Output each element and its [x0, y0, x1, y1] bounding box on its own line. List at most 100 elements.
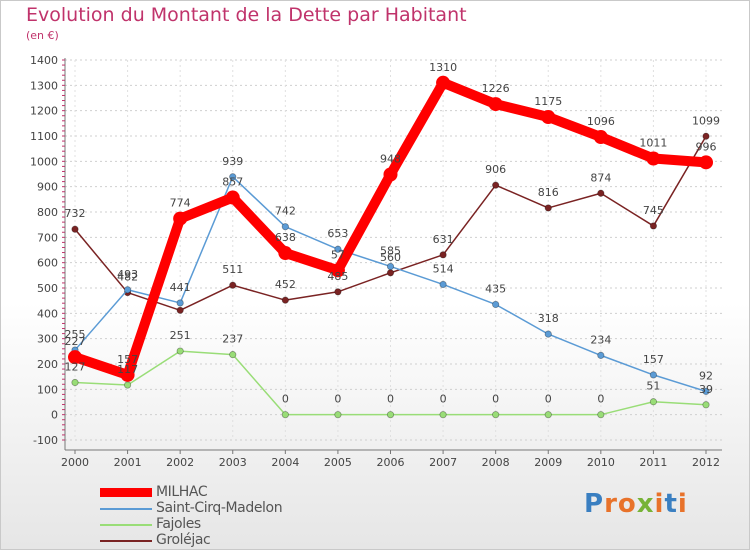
data-point-saint-cirq-madelon [439, 280, 447, 289]
data-point-grolejac [492, 181, 500, 189]
data-label-saint-cirq-madelon: 653 [327, 227, 348, 240]
axes [62, 58, 722, 454]
data-point-grolejac [439, 251, 447, 259]
data-point-fajoles [492, 411, 500, 419]
x-tick-label: 2001 [114, 456, 142, 469]
data-label-saint-cirq-madelon: 255 [65, 328, 86, 341]
data-point-milhac [593, 130, 608, 145]
data-label-saint-cirq-madelon: 234 [590, 333, 611, 346]
data-label-fajoles: 0 [440, 393, 447, 406]
legend-label-fajoles: Fajoles [156, 516, 201, 532]
y-tick-label: 1100 [30, 130, 58, 143]
y-tick-label: 1200 [30, 105, 58, 118]
data-point-saint-cirq-madelon [597, 351, 605, 359]
x-tick-label: 2004 [271, 456, 299, 469]
x-tick-labels: 2000 2001 2002 2003 2004 2005 2006 2007 2008 2009… [61, 456, 720, 469]
y-tick-label: 1300 [30, 79, 58, 92]
y-tick-label: 0 [51, 409, 58, 422]
x-tick-label: 2007 [429, 456, 457, 469]
logo-letter: r [604, 489, 618, 519]
data-label-grolejac: 745 [643, 204, 664, 217]
data-label-saint-cirq-madelon: 92 [699, 369, 713, 382]
chart-subtitle: (en €) [26, 29, 59, 42]
data-point-milhac [120, 367, 135, 382]
y-tick-label: 700 [37, 231, 58, 244]
data-label-milhac: 996 [696, 140, 717, 153]
logo-letter: o [617, 489, 637, 519]
logo-letter: t [664, 489, 678, 519]
data-point-fajoles [386, 411, 395, 419]
data-point-fajoles [439, 411, 447, 419]
data-point-milhac [383, 167, 398, 182]
data-point-grolejac [229, 281, 237, 289]
x-tick-label: 2005 [324, 456, 352, 469]
data-label-milhac: 1310 [429, 61, 457, 74]
legend-swatch-grolejac [100, 540, 152, 542]
data-label-fajoles: 127 [65, 360, 86, 373]
data-label-grolejac: 816 [538, 186, 559, 199]
data-label-milhac: 638 [275, 231, 296, 244]
data-point-grolejac [334, 288, 342, 296]
data-label-fajoles: 0 [492, 393, 499, 406]
data-label-fajoles: 39 [699, 383, 713, 396]
proxiti-logo: Proxiti [584, 489, 688, 519]
y-tick-label: 100 [37, 383, 58, 396]
data-point-fajoles [597, 411, 605, 419]
data-point-grolejac [71, 225, 79, 233]
data-label-fajoles: 51 [646, 380, 660, 393]
data-label-grolejac: 485 [327, 270, 348, 283]
data-point-grolejac [649, 222, 658, 230]
data-label-milhac: 57 [331, 248, 345, 261]
data-label-grolejac: 732 [65, 207, 86, 220]
data-point-fajoles [123, 381, 132, 389]
data-label-saint-cirq-madelon: 514 [433, 262, 454, 275]
chart-title: Evolution du Montant de la Dette par Hab… [26, 4, 467, 26]
x-tick-label: 2008 [482, 456, 510, 469]
data-label-milhac: 1011 [639, 137, 667, 150]
x-tick-label: 2003 [219, 456, 247, 469]
data-point-fajoles [71, 378, 79, 387]
data-label-milhac: 774 [170, 197, 191, 210]
logo-letter: P [584, 489, 605, 519]
x-tick-label: 2012 [692, 456, 720, 469]
data-label-milhac: 1175 [534, 95, 562, 108]
data-label-fajoles: 0 [545, 393, 552, 406]
data-label-fajoles: 251 [170, 329, 191, 342]
data-label-milhac: 227 [65, 335, 86, 348]
data-label-milhac: 157 [117, 353, 138, 366]
y-tick-label: 900 [37, 181, 58, 194]
data-point-grolejac [544, 204, 552, 212]
data-point-milhac [330, 263, 345, 278]
data-point-saint-cirq-madelon [649, 371, 658, 379]
data-label-saint-cirq-madelon: 435 [485, 282, 506, 295]
data-point-fajoles [334, 411, 342, 419]
data-point-fajoles [702, 401, 710, 409]
logo-letter: i [654, 489, 665, 519]
data-label-fajoles: 0 [597, 393, 604, 406]
data-point-milhac [436, 75, 451, 90]
data-point-milhac [68, 350, 82, 365]
data-label-fajoles: 237 [222, 333, 243, 346]
data-label-fajoles: 0 [387, 393, 394, 406]
series-group [68, 75, 713, 419]
y-tick-label: 500 [37, 282, 58, 295]
data-label-grolejac: 452 [275, 278, 296, 291]
data-point-milhac [173, 211, 188, 226]
y-tick-label: 200 [37, 358, 58, 371]
data-label-fajoles: 0 [334, 393, 341, 406]
data-point-milhac [699, 155, 713, 170]
y-tick-label: 1400 [30, 54, 58, 67]
data-point-grolejac [281, 296, 289, 304]
x-tick-label: 2011 [639, 456, 667, 469]
data-point-saint-cirq-madelon [702, 387, 710, 395]
x-tick-label: 2002 [166, 456, 194, 469]
data-label-saint-cirq-madelon: 318 [538, 312, 559, 325]
data-label-milhac: 857 [222, 176, 243, 189]
data-point-saint-cirq-madelon [334, 245, 342, 253]
data-label-fajoles: 0 [282, 393, 289, 406]
data-label-grolejac: 1099 [692, 114, 720, 127]
y-tick-labels: -100 0 100 200 300 400 500 600 700 800 900 1000 1100… [30, 54, 58, 447]
data-label-grolejac: 874 [590, 171, 611, 184]
